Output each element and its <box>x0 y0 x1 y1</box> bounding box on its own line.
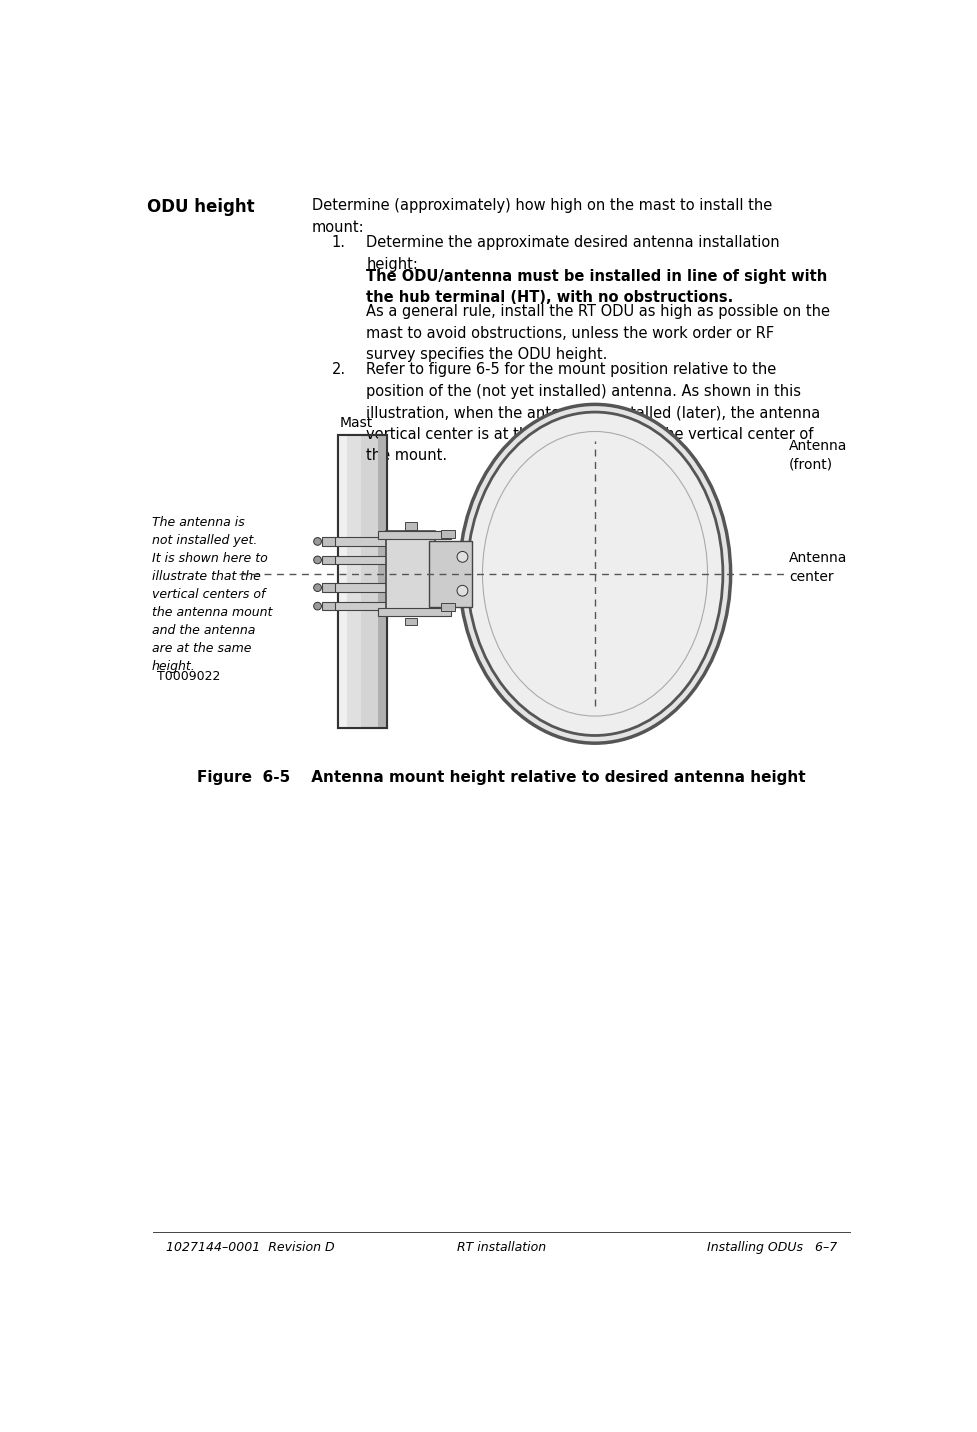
Bar <box>339 435 347 727</box>
Bar <box>337 435 387 727</box>
Bar <box>404 523 416 530</box>
Text: The ODU/antenna must be installed in line of sight with
the hub terminal (HT), w: The ODU/antenna must be installed in lin… <box>366 269 827 305</box>
Text: Figure  6-5    Antenna mount height relative to desired antenna height: Figure 6-5 Antenna mount height relative… <box>196 770 805 785</box>
Bar <box>333 601 387 610</box>
Bar <box>321 601 334 610</box>
Text: Antenna
(front): Antenna (front) <box>787 440 846 471</box>
Bar <box>321 556 334 564</box>
Bar <box>333 537 387 546</box>
Bar <box>333 583 387 591</box>
Bar <box>441 603 454 611</box>
Bar <box>429 541 471 607</box>
Text: Determine (approximately) how high on the mast to install the
mount:: Determine (approximately) how high on th… <box>312 198 772 235</box>
Bar <box>441 530 454 538</box>
Circle shape <box>314 603 321 610</box>
Text: Determine the approximate desired antenna installation
height:: Determine the approximate desired antenn… <box>366 235 780 272</box>
Text: The antenna is
not installed yet.
It is shown here to
illustrate that the
vertic: The antenna is not installed yet. It is … <box>151 516 272 673</box>
Circle shape <box>314 556 321 564</box>
Circle shape <box>456 586 467 596</box>
Text: T0009022: T0009022 <box>157 670 220 683</box>
Bar <box>385 531 435 616</box>
Bar <box>321 537 334 546</box>
Text: Refer to figure 6-5 for the mount position relative to the
position of the (not : Refer to figure 6-5 for the mount positi… <box>366 362 820 464</box>
Text: ODU height: ODU height <box>147 198 254 216</box>
Bar <box>378 435 387 727</box>
Ellipse shape <box>467 412 722 736</box>
Bar <box>337 435 387 727</box>
Text: As a general rule, install the RT ODU as high as possible on the
mast to avoid o: As a general rule, install the RT ODU as… <box>366 304 829 362</box>
Text: RT installation: RT installation <box>456 1240 545 1253</box>
Text: 1027144–0001  Revision D: 1027144–0001 Revision D <box>165 1240 334 1253</box>
Circle shape <box>314 584 321 591</box>
Bar <box>404 617 416 626</box>
Bar <box>347 435 361 727</box>
Text: Mast: Mast <box>339 415 372 430</box>
Text: 2.: 2. <box>331 362 345 377</box>
Text: Antenna
center: Antenna center <box>787 551 846 584</box>
Circle shape <box>314 537 321 546</box>
Bar <box>321 583 334 591</box>
Text: 1.: 1. <box>331 235 345 251</box>
Bar <box>333 556 387 564</box>
Ellipse shape <box>459 404 730 743</box>
Bar <box>378 531 450 538</box>
Circle shape <box>456 551 467 563</box>
Bar <box>378 609 450 616</box>
Text: Installing ODUs   6–7: Installing ODUs 6–7 <box>705 1240 836 1253</box>
